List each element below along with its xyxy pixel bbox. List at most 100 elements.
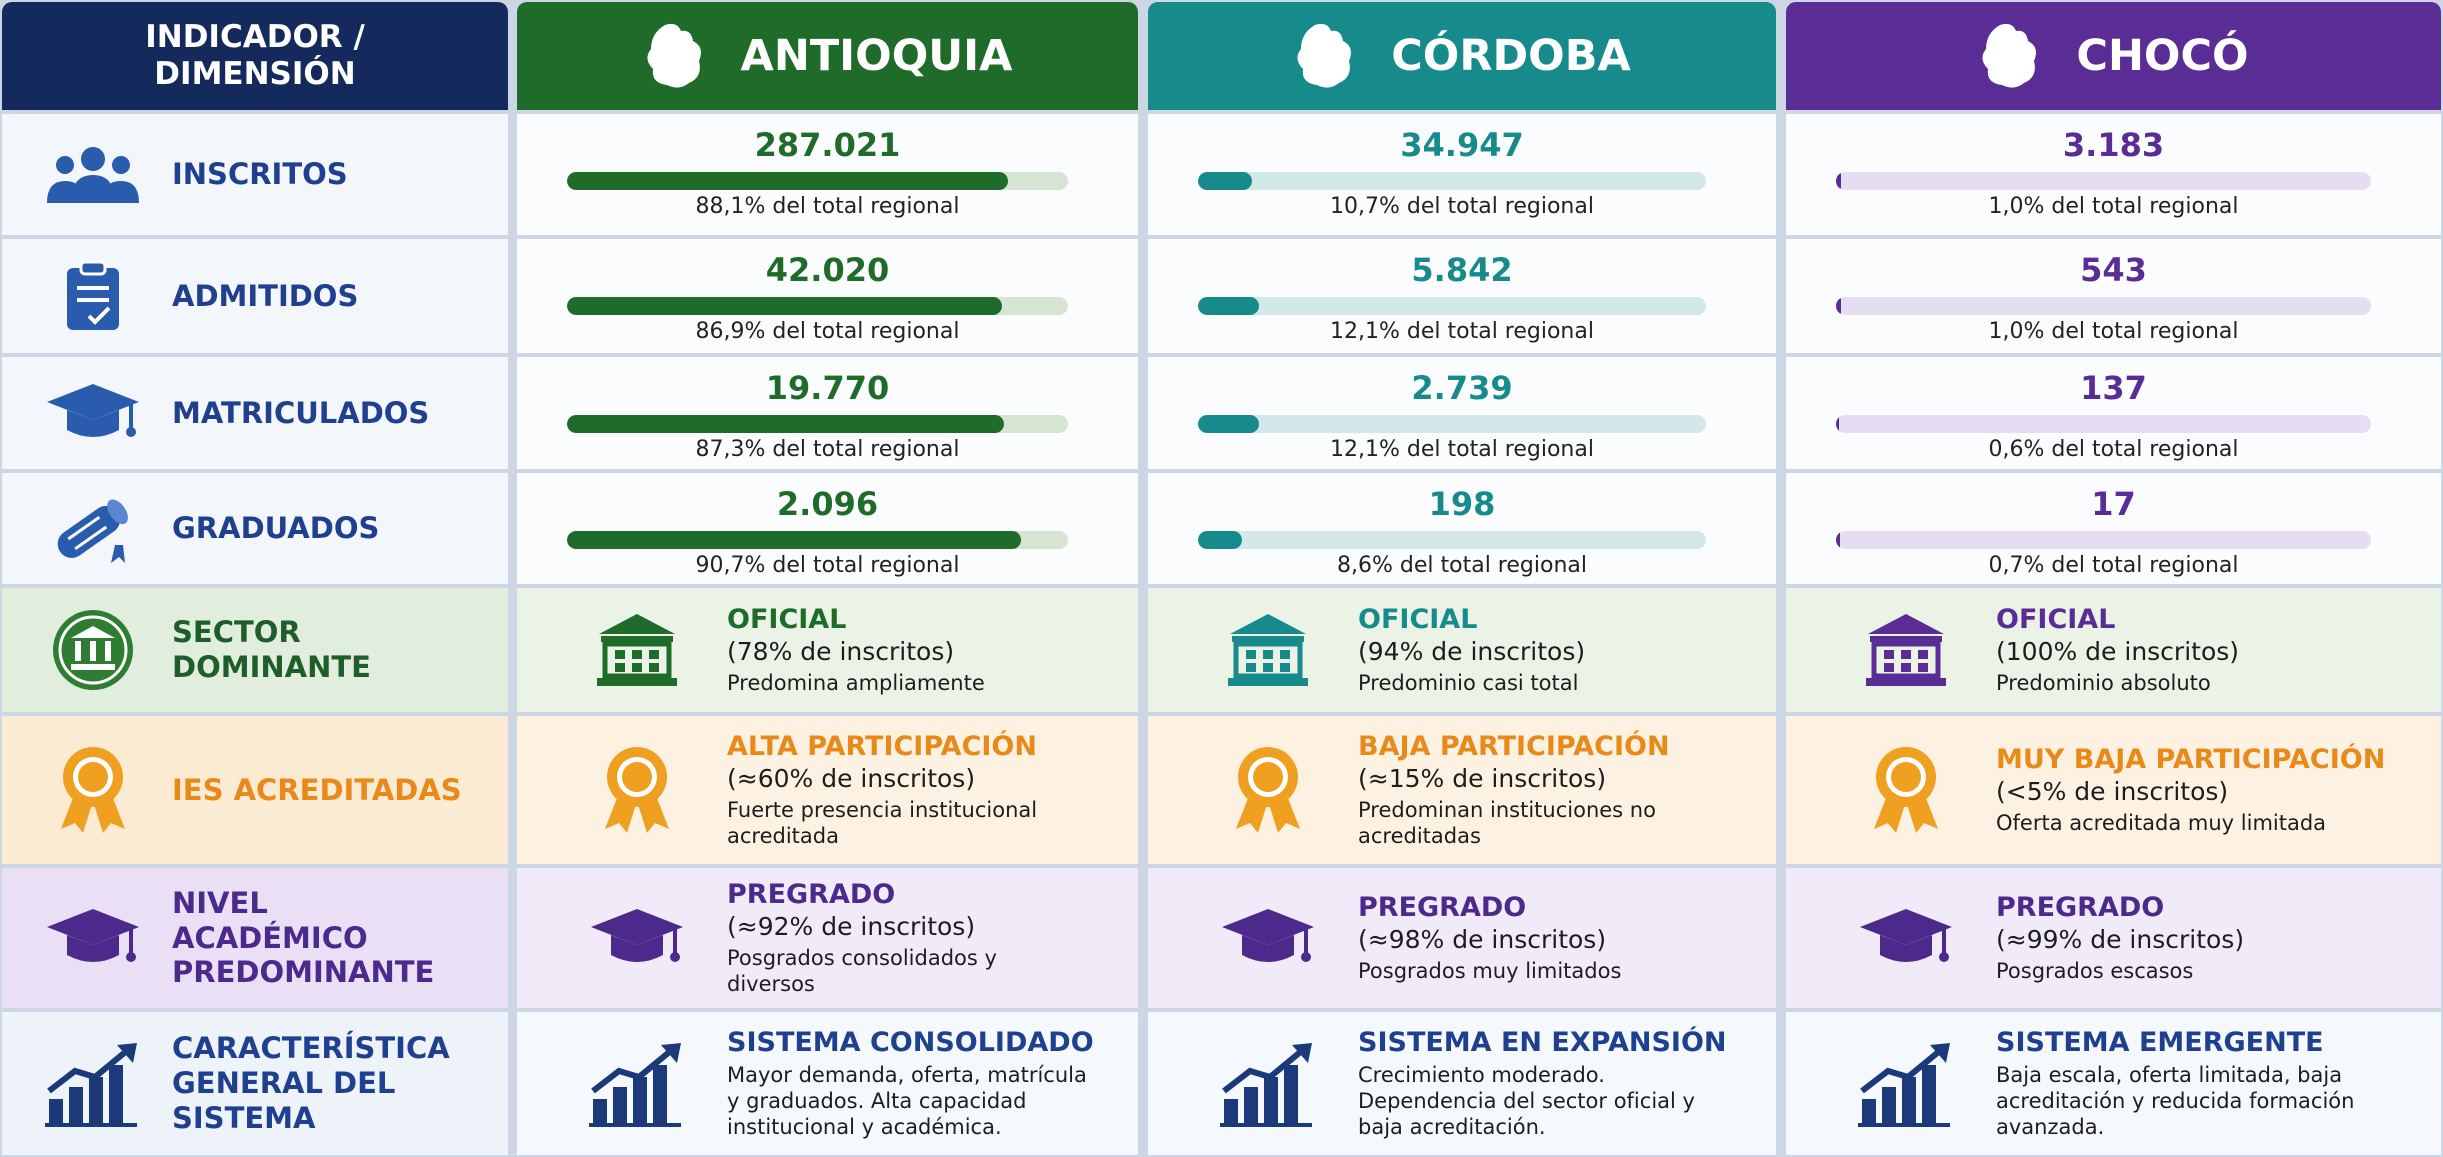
share-track [567, 297, 1068, 315]
icon-part [1870, 636, 1942, 642]
qualitative-cell: PREGRADO (≈98% de inscritos) Posgrados muy… [1148, 868, 1776, 1008]
cell-title: OFICIAL [727, 603, 847, 635]
cell-detail: (78% de inscritos) [727, 636, 955, 666]
icon [577, 612, 697, 688]
share-bar [567, 172, 1009, 190]
qualitative-cell: BAJA PARTICIPACIÓN (≈15% de inscritos) Pre… [1148, 716, 1776, 864]
region-map [643, 21, 707, 91]
metric-cell: 2.096 90,7% del total regional [517, 473, 1138, 584]
icon [1208, 1041, 1328, 1127]
share-bar [567, 297, 1003, 315]
metric-cell: 2.739 12,1% del total regional [1148, 357, 1776, 469]
icon-part [602, 641, 672, 679]
icon [577, 1041, 697, 1127]
map-shape [1982, 23, 2037, 88]
share-track [1198, 415, 1706, 433]
icon-part [597, 678, 677, 686]
icon-part [58, 615, 128, 685]
row-label: GRADUADOS [2, 473, 508, 584]
metric-value: 2.096 [776, 485, 879, 523]
icon-part [56, 155, 74, 174]
region-map [1293, 21, 1357, 91]
cell-note: Mayor demanda, oferta, matrícula y gradu… [727, 1062, 1087, 1140]
metric-cell: 19.770 87,3% del total regional [517, 357, 1138, 469]
icon-part [615, 650, 625, 659]
icon [1846, 745, 1966, 835]
icon [38, 1041, 148, 1127]
share-label: 88,1% del total regional [695, 194, 960, 219]
cell-text: OFICIAL (100% de inscritos) Predominio abs… [1996, 604, 2441, 696]
icon [38, 608, 148, 692]
share-label: 10,7% del total regional [1330, 194, 1594, 219]
icon-part [1280, 663, 1290, 672]
icon-graphic [1866, 614, 1946, 686]
qualitative-cell: SISTEMA EN EXPANSIÓN Crecimiento moderado… [1148, 1012, 1776, 1155]
share-label: 87,3% del total regional [695, 437, 960, 462]
qualitative-cell: SISTEMA EMERGENTE Baja escala, oferta lim… [1786, 1012, 2441, 1155]
icon-part [593, 1098, 607, 1123]
cell-note: Predomina ampliamente [727, 670, 985, 695]
icon-part [107, 180, 139, 203]
icon-graphic [45, 1042, 137, 1127]
region-header: ANTIOQUIA [517, 2, 1138, 110]
share-label: 1,0% del total regional [1988, 194, 2239, 219]
icon-part [670, 952, 680, 962]
share-label: 86,9% del total regional [695, 319, 960, 344]
icon-part [1868, 614, 1944, 634]
cell-detail: (≈92% de inscritos) [727, 911, 976, 941]
metric-value: 5.842 [1411, 251, 1513, 289]
qualitative-cell: ALTA PARTICIPACIÓN (≈60% de inscritos) Fue… [517, 716, 1138, 864]
icon-part [1222, 1046, 1306, 1093]
icon-part [649, 650, 659, 659]
cell-title: SISTEMA EN EXPANSIÓN [1358, 1026, 1727, 1058]
icon-part [47, 909, 139, 945]
cell-title: PREGRADO [1996, 891, 2165, 923]
icon-part [1918, 663, 1928, 672]
icon-part [57, 505, 121, 558]
cell-detail: (≈99% de inscritos) [1996, 924, 2245, 954]
icon-graphic [605, 747, 669, 833]
cell-title: BAJA PARTICIPACIÓN [1358, 730, 1670, 762]
icon-part [1930, 1042, 1950, 1063]
icon-part [111, 544, 125, 563]
region-header: CÓRDOBA [1148, 2, 1776, 110]
cell-note: Predominio absoluto [1996, 670, 2211, 695]
cell-note: Predominan instituciones no acreditadas [1358, 797, 1656, 848]
icon [38, 260, 148, 332]
qualitative-cell: PREGRADO (≈92% de inscritos) Posgrados con… [517, 868, 1138, 1008]
share-track [1198, 297, 1706, 315]
icon-part [107, 498, 128, 524]
icon-part [591, 1046, 675, 1093]
metric-value: 2.739 [1411, 369, 1513, 407]
icon-graphic [67, 260, 119, 330]
metric-value: 137 [2080, 369, 2147, 407]
icon-part [1253, 762, 1283, 792]
row-label: IES ACREDITADAS [2, 716, 508, 864]
icon-part [71, 664, 115, 670]
row-label-text: INSCRITOS [172, 157, 348, 192]
cell-note: Posgrados muy limitados [1358, 958, 1622, 983]
icon-graphic [53, 610, 133, 690]
share-track [567, 415, 1068, 433]
icon-part [1233, 641, 1303, 679]
cell-detail: (≈60% de inscritos) [727, 763, 976, 793]
cell-title: ALTA PARTICIPACIÓN [727, 730, 1037, 762]
cell-text: PREGRADO (≈99% de inscritos) Posgrados esc… [1996, 892, 2441, 984]
share-label: 0,7% del total regional [1988, 553, 2239, 578]
row-label: ADMITIDOS [2, 239, 508, 353]
icon [38, 745, 148, 835]
cell-title: PREGRADO [727, 878, 896, 910]
share-bar [1836, 297, 1842, 315]
metric-value: 543 [2080, 251, 2147, 289]
row-label: NIVEL ACADÉMICO PREDOMINANTE [2, 868, 508, 1008]
icon-part [649, 663, 659, 672]
metric-value: 3.183 [2062, 126, 2165, 164]
icon-part [1918, 650, 1928, 659]
icon-part [1222, 909, 1314, 945]
cell-note: Posgrados escasos [1996, 958, 2194, 983]
share-track [1836, 415, 2371, 433]
share-track [567, 172, 1068, 190]
icon [38, 380, 148, 446]
cell-note: Fuerte presencia institucional acreditad… [727, 797, 1038, 848]
